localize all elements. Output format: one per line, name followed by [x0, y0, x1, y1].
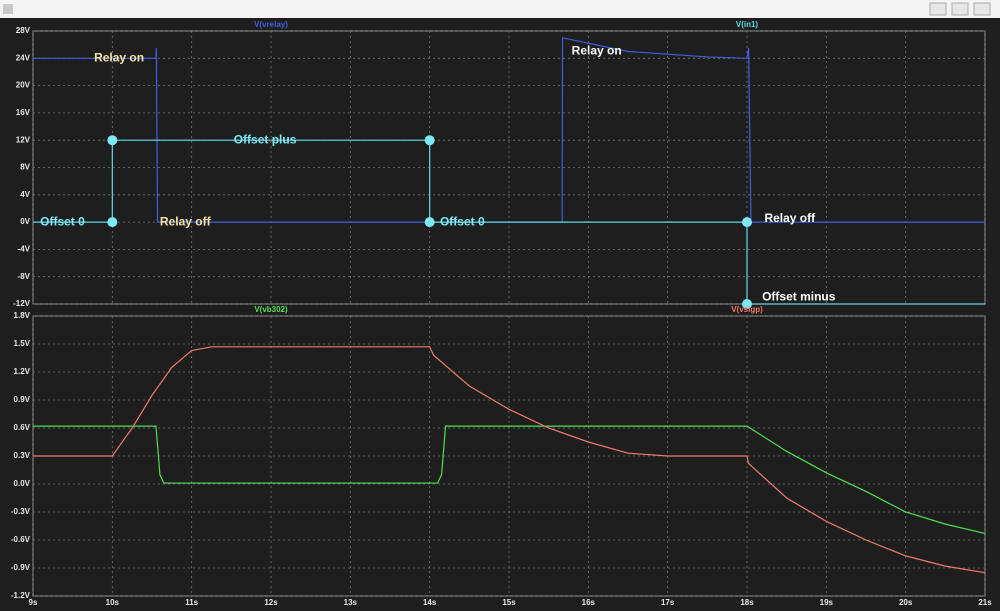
- x-tick-label: 18s: [740, 598, 754, 607]
- x-tick-label: 12s: [264, 598, 278, 607]
- y-tick-label: 16V: [16, 108, 31, 117]
- x-tick-label: 9s: [29, 598, 38, 607]
- marker-dot: [742, 299, 752, 309]
- plot-background: [0, 18, 1000, 611]
- maximize-button[interactable]: [951, 2, 969, 16]
- y-tick-label: 28V: [16, 26, 31, 35]
- marker-dot: [107, 135, 118, 146]
- y-tick-label: 1.8V: [14, 311, 31, 320]
- marker-dot: [107, 217, 118, 228]
- y-tick-label: 0.9V: [14, 395, 31, 404]
- annotation: Relay on: [572, 44, 622, 58]
- x-tick-label: 10s: [106, 598, 120, 607]
- y-tick-label: 0.0V: [14, 479, 31, 488]
- y-tick-label: -12V: [13, 299, 31, 308]
- legend-entry: V(in1): [736, 20, 759, 29]
- annotation: Offset minus: [762, 289, 836, 303]
- y-tick-label: -0.6V: [11, 535, 31, 544]
- y-tick-label: -0.9V: [11, 563, 31, 572]
- y-tick-label: 1.5V: [14, 339, 31, 348]
- annotation: Relay off: [160, 214, 212, 228]
- y-tick-label: 1.2V: [14, 367, 31, 376]
- annotation: Offset plus: [234, 132, 297, 146]
- series-line: [33, 37, 985, 223]
- annotation: Relay off: [764, 211, 816, 225]
- legend-entry: V(vrelay): [254, 20, 288, 29]
- marker-dot: [424, 217, 435, 228]
- annotation: Offset 0: [40, 214, 85, 228]
- annotation: Offset 0: [440, 214, 485, 228]
- x-tick-label: 19s: [820, 598, 834, 607]
- x-tick-label: 11s: [185, 598, 198, 607]
- legend-entry: V(vsigp): [731, 305, 763, 314]
- series-line: [33, 346, 986, 574]
- annotation: Relay on: [94, 50, 144, 64]
- x-tick-label: 21s: [978, 598, 992, 607]
- y-tick-label: 0.3V: [14, 451, 31, 460]
- x-tick-label: 20s: [899, 598, 913, 607]
- series-line: [33, 425, 986, 535]
- marker-dot: [742, 217, 752, 228]
- minimize-button[interactable]: [929, 2, 947, 16]
- series-line: [33, 139, 985, 305]
- x-tick-label: 15s: [502, 598, 516, 607]
- y-tick-label: 0V: [20, 217, 30, 226]
- title-bar: [0, 0, 1000, 18]
- x-tick-label: 16s: [582, 598, 596, 607]
- y-tick-label: -4V: [18, 245, 31, 254]
- x-tick-label: 13s: [344, 598, 358, 607]
- marker-dot: [424, 135, 435, 146]
- x-tick-label: 17s: [661, 598, 675, 607]
- x-tick-label: 14s: [423, 598, 437, 607]
- window-icon: [3, 4, 13, 14]
- y-tick-label: -1.2V: [11, 591, 31, 600]
- y-tick-label: 0.6V: [14, 423, 31, 432]
- y-tick-label: 12V: [16, 135, 31, 144]
- y-tick-label: 8V: [20, 163, 30, 172]
- close-button[interactable]: [973, 2, 991, 16]
- y-tick-label: -8V: [18, 272, 31, 281]
- legend-entry: V(vb302): [254, 305, 288, 314]
- y-tick-label: 20V: [16, 81, 31, 90]
- y-tick-label: -0.3V: [11, 507, 31, 516]
- y-tick-label: 24V: [16, 53, 31, 62]
- y-tick-label: 4V: [20, 190, 30, 199]
